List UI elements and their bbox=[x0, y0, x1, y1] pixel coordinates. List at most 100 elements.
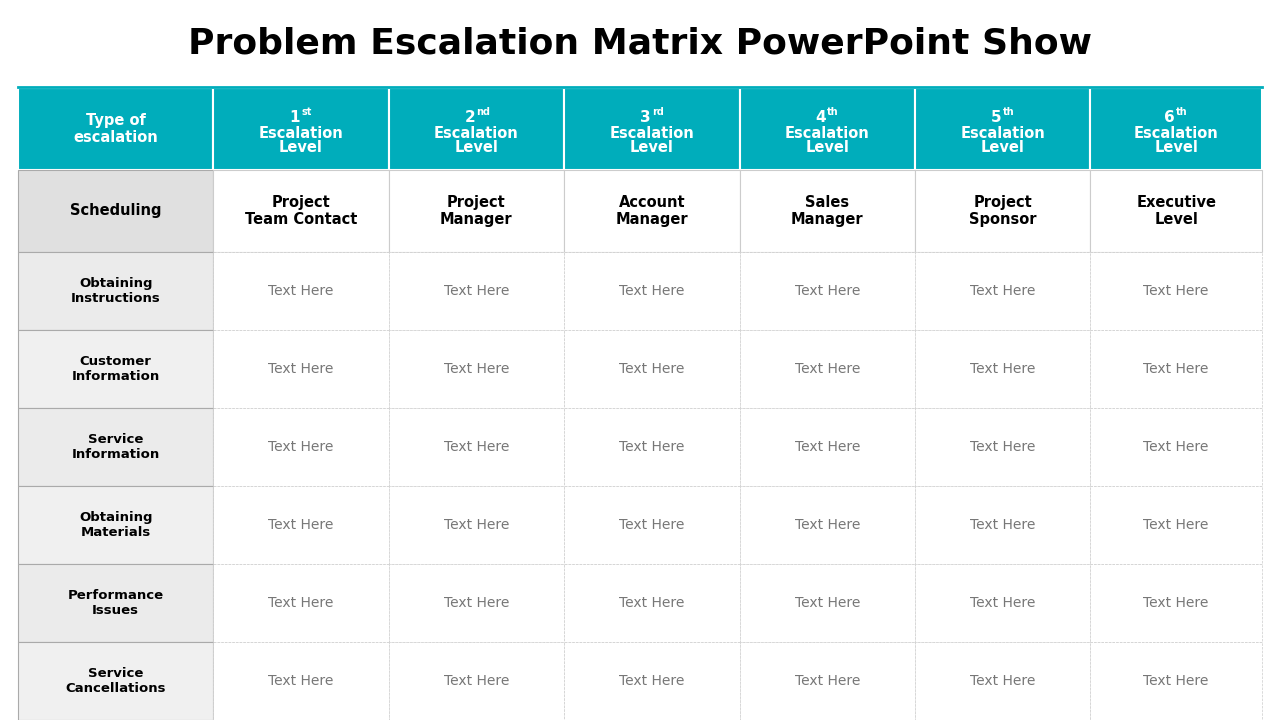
Bar bbox=[1091, 642, 1262, 720]
Bar bbox=[740, 252, 915, 330]
Text: Text Here: Text Here bbox=[795, 596, 860, 610]
Bar bbox=[740, 486, 915, 564]
Bar bbox=[214, 564, 389, 642]
Text: Text Here: Text Here bbox=[620, 518, 685, 532]
Text: Text Here: Text Here bbox=[795, 518, 860, 532]
Text: Text Here: Text Here bbox=[444, 440, 509, 454]
Bar bbox=[915, 88, 1091, 170]
Bar bbox=[915, 252, 1091, 330]
Text: Text Here: Text Here bbox=[620, 674, 685, 688]
Bar bbox=[389, 88, 564, 170]
Bar bbox=[1091, 408, 1262, 486]
Bar bbox=[564, 330, 740, 408]
Bar bbox=[564, 170, 740, 252]
Bar bbox=[389, 486, 564, 564]
Text: Text Here: Text Here bbox=[1143, 284, 1208, 298]
Text: Project
Sponsor: Project Sponsor bbox=[969, 195, 1037, 228]
Text: Text Here: Text Here bbox=[970, 518, 1036, 532]
Bar bbox=[1091, 252, 1262, 330]
Text: 4: 4 bbox=[815, 109, 826, 125]
Text: Text Here: Text Here bbox=[444, 596, 509, 610]
Text: Text Here: Text Here bbox=[795, 284, 860, 298]
Text: Customer
Information: Customer Information bbox=[72, 355, 160, 383]
Bar bbox=[214, 170, 389, 252]
Text: Text Here: Text Here bbox=[795, 362, 860, 376]
Text: Text Here: Text Here bbox=[620, 362, 685, 376]
Text: Obtaining
Materials: Obtaining Materials bbox=[79, 511, 152, 539]
Bar bbox=[18, 486, 214, 564]
Bar bbox=[18, 564, 214, 642]
Bar bbox=[18, 408, 214, 486]
Bar bbox=[214, 642, 389, 720]
Text: Type of
escalation: Type of escalation bbox=[73, 113, 157, 145]
Text: Escalation: Escalation bbox=[960, 125, 1044, 140]
Bar bbox=[564, 88, 740, 170]
Text: Text Here: Text Here bbox=[269, 518, 334, 532]
Bar bbox=[915, 486, 1091, 564]
Bar bbox=[1091, 170, 1262, 252]
Bar bbox=[564, 252, 740, 330]
Bar bbox=[564, 408, 740, 486]
Text: Level: Level bbox=[279, 140, 323, 156]
Text: Text Here: Text Here bbox=[444, 284, 509, 298]
Text: Text Here: Text Here bbox=[1143, 362, 1208, 376]
Bar bbox=[564, 564, 740, 642]
Bar bbox=[214, 88, 389, 170]
Text: Level: Level bbox=[980, 140, 1024, 156]
Bar bbox=[915, 642, 1091, 720]
Bar bbox=[18, 330, 214, 408]
Bar bbox=[389, 170, 564, 252]
Text: Escalation: Escalation bbox=[785, 125, 869, 140]
Text: nd: nd bbox=[476, 107, 490, 117]
Text: Text Here: Text Here bbox=[620, 596, 685, 610]
Bar bbox=[18, 252, 214, 330]
Text: Service
Cancellations: Service Cancellations bbox=[65, 667, 166, 695]
Bar bbox=[564, 642, 740, 720]
Text: Level: Level bbox=[630, 140, 673, 156]
Bar bbox=[1091, 330, 1262, 408]
Text: Account
Manager: Account Manager bbox=[616, 195, 689, 228]
Text: Text Here: Text Here bbox=[269, 674, 334, 688]
Text: Project
Team Contact: Project Team Contact bbox=[244, 195, 357, 228]
Text: Text Here: Text Here bbox=[970, 674, 1036, 688]
Text: Text Here: Text Here bbox=[970, 596, 1036, 610]
Text: Obtaining
Instructions: Obtaining Instructions bbox=[70, 277, 160, 305]
Text: Text Here: Text Here bbox=[269, 284, 334, 298]
Text: Performance
Issues: Performance Issues bbox=[68, 589, 164, 617]
Bar bbox=[214, 486, 389, 564]
Bar bbox=[389, 642, 564, 720]
Bar bbox=[915, 564, 1091, 642]
Bar bbox=[389, 408, 564, 486]
Bar bbox=[389, 564, 564, 642]
Text: Text Here: Text Here bbox=[970, 284, 1036, 298]
Text: Text Here: Text Here bbox=[269, 362, 334, 376]
Text: Text Here: Text Here bbox=[444, 518, 509, 532]
Text: 3: 3 bbox=[640, 109, 650, 125]
Text: Text Here: Text Here bbox=[970, 362, 1036, 376]
Text: Escalation: Escalation bbox=[434, 125, 518, 140]
Text: Text Here: Text Here bbox=[1143, 596, 1208, 610]
Bar bbox=[564, 486, 740, 564]
Bar bbox=[915, 330, 1091, 408]
Bar bbox=[740, 170, 915, 252]
Text: Escalation: Escalation bbox=[1134, 125, 1219, 140]
Text: rd: rd bbox=[652, 107, 664, 117]
Bar bbox=[389, 252, 564, 330]
Text: Text Here: Text Here bbox=[444, 674, 509, 688]
Text: Executive
Level: Executive Level bbox=[1137, 195, 1216, 228]
Text: Text Here: Text Here bbox=[269, 440, 334, 454]
Bar bbox=[915, 170, 1091, 252]
Text: Level: Level bbox=[454, 140, 498, 156]
Text: Escalation: Escalation bbox=[259, 125, 343, 140]
Text: Level: Level bbox=[1155, 140, 1198, 156]
Bar bbox=[740, 330, 915, 408]
Text: 6: 6 bbox=[1165, 109, 1175, 125]
Text: Service
Information: Service Information bbox=[72, 433, 160, 461]
Text: Escalation: Escalation bbox=[609, 125, 694, 140]
Text: Text Here: Text Here bbox=[444, 362, 509, 376]
Bar bbox=[18, 170, 214, 252]
Text: Scheduling: Scheduling bbox=[70, 204, 161, 218]
Bar bbox=[1091, 564, 1262, 642]
Bar bbox=[915, 408, 1091, 486]
Text: Problem Escalation Matrix PowerPoint Show: Problem Escalation Matrix PowerPoint Sho… bbox=[188, 27, 1092, 61]
